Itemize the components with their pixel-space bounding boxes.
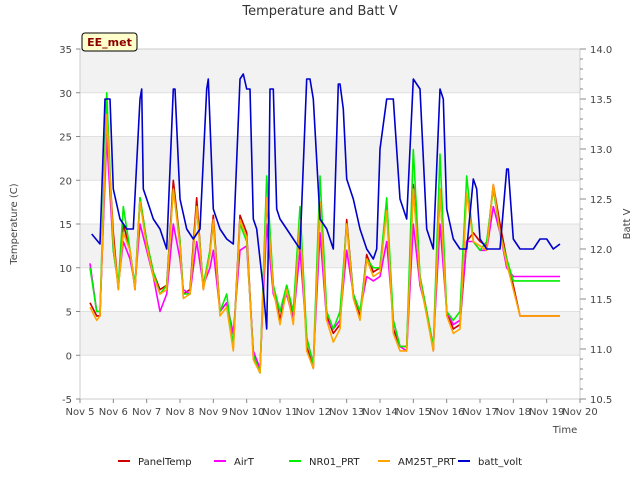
site-badge-box xyxy=(81,32,138,52)
x-tick-label: Nov 14 xyxy=(362,407,397,418)
plot-band xyxy=(80,224,580,268)
x-axis-title: Time xyxy=(552,425,577,436)
series-line-am25t-prt xyxy=(89,113,560,374)
y-axis-right: 10.5 11.0 11.5 12.0 12.5 13.0 13.5 14.0 xyxy=(580,45,612,406)
x-tick-label: Nov 11 xyxy=(262,407,297,418)
y-tick-label: 30 xyxy=(59,89,72,100)
x-tick-label: Nov 5 xyxy=(65,407,94,418)
y2-tick-label: 13.5 xyxy=(590,95,612,106)
series-layer xyxy=(89,73,561,374)
y2-tick-label: 10.5 xyxy=(590,395,612,406)
plot-band xyxy=(80,136,580,181)
y-tick-label: -5 xyxy=(62,395,72,406)
y-tick-label: 35 xyxy=(59,45,72,56)
x-tick-label: Nov 13 xyxy=(329,407,364,418)
y-tick-label: 10 xyxy=(59,264,72,275)
y2-tick-label: 13.0 xyxy=(590,145,612,156)
x-tick-label: Nov 19 xyxy=(529,407,564,418)
legend-label-airt: AirT xyxy=(234,457,255,468)
x-tick-label: Nov 9 xyxy=(199,407,228,418)
legend: PanelTemp AirT NR01_PRT AM25T_PRT batt_volt xyxy=(118,457,522,468)
x-tick-label: Nov 12 xyxy=(296,407,331,418)
y-axis-left: -5 0 5 10 15 20 25 30 35 xyxy=(59,45,80,406)
series-line-batt-volt xyxy=(91,73,561,330)
x-tick-label: Nov 10 xyxy=(229,407,264,418)
y2-tick-label: 14.0 xyxy=(590,45,612,56)
site-badge: EE_met xyxy=(81,32,138,52)
y2-tick-label: 12.0 xyxy=(590,245,612,256)
plot-background-bands xyxy=(80,48,580,400)
y-axis-title: Temperature (C) xyxy=(9,183,20,265)
plot-band xyxy=(80,49,580,93)
plot-band xyxy=(80,92,580,137)
chart-title: Temperature and Batt V xyxy=(241,4,397,19)
y-tick-label: 0 xyxy=(66,351,72,362)
plot-band xyxy=(80,355,580,399)
y-tick-label: 5 xyxy=(66,308,72,319)
legend-label-batt-volt: batt_volt xyxy=(478,457,522,468)
x-tick-label: Nov 18 xyxy=(496,407,531,418)
site-badge-label: EE_met xyxy=(87,36,132,49)
y2-axis-title: Batt V xyxy=(622,208,633,239)
y2-tick-label: 11.0 xyxy=(590,345,612,356)
x-tick-label: Nov 15 xyxy=(396,407,431,418)
x-tick-label: Nov 20 xyxy=(562,407,597,418)
y-tick-label: 25 xyxy=(59,133,72,144)
legend-label-paneltemp: PanelTemp xyxy=(138,457,192,468)
x-tick-label: Nov 16 xyxy=(429,407,464,418)
y-tick-label: 15 xyxy=(59,220,72,231)
y2-tick-label: 11.5 xyxy=(590,295,612,306)
x-tick-label: Nov 8 xyxy=(165,407,194,418)
x-tick-label: Nov 6 xyxy=(99,407,128,418)
x-tick-label: Nov 17 xyxy=(462,407,497,418)
legend-label-am25t-prt: AM25T_PRT xyxy=(398,457,457,468)
x-tick-label: Nov 7 xyxy=(132,407,161,418)
legend-label-nr01-prt: NR01_PRT xyxy=(309,457,360,468)
y2-tick-label: 12.5 xyxy=(590,195,612,206)
y-tick-label: 20 xyxy=(59,176,72,187)
